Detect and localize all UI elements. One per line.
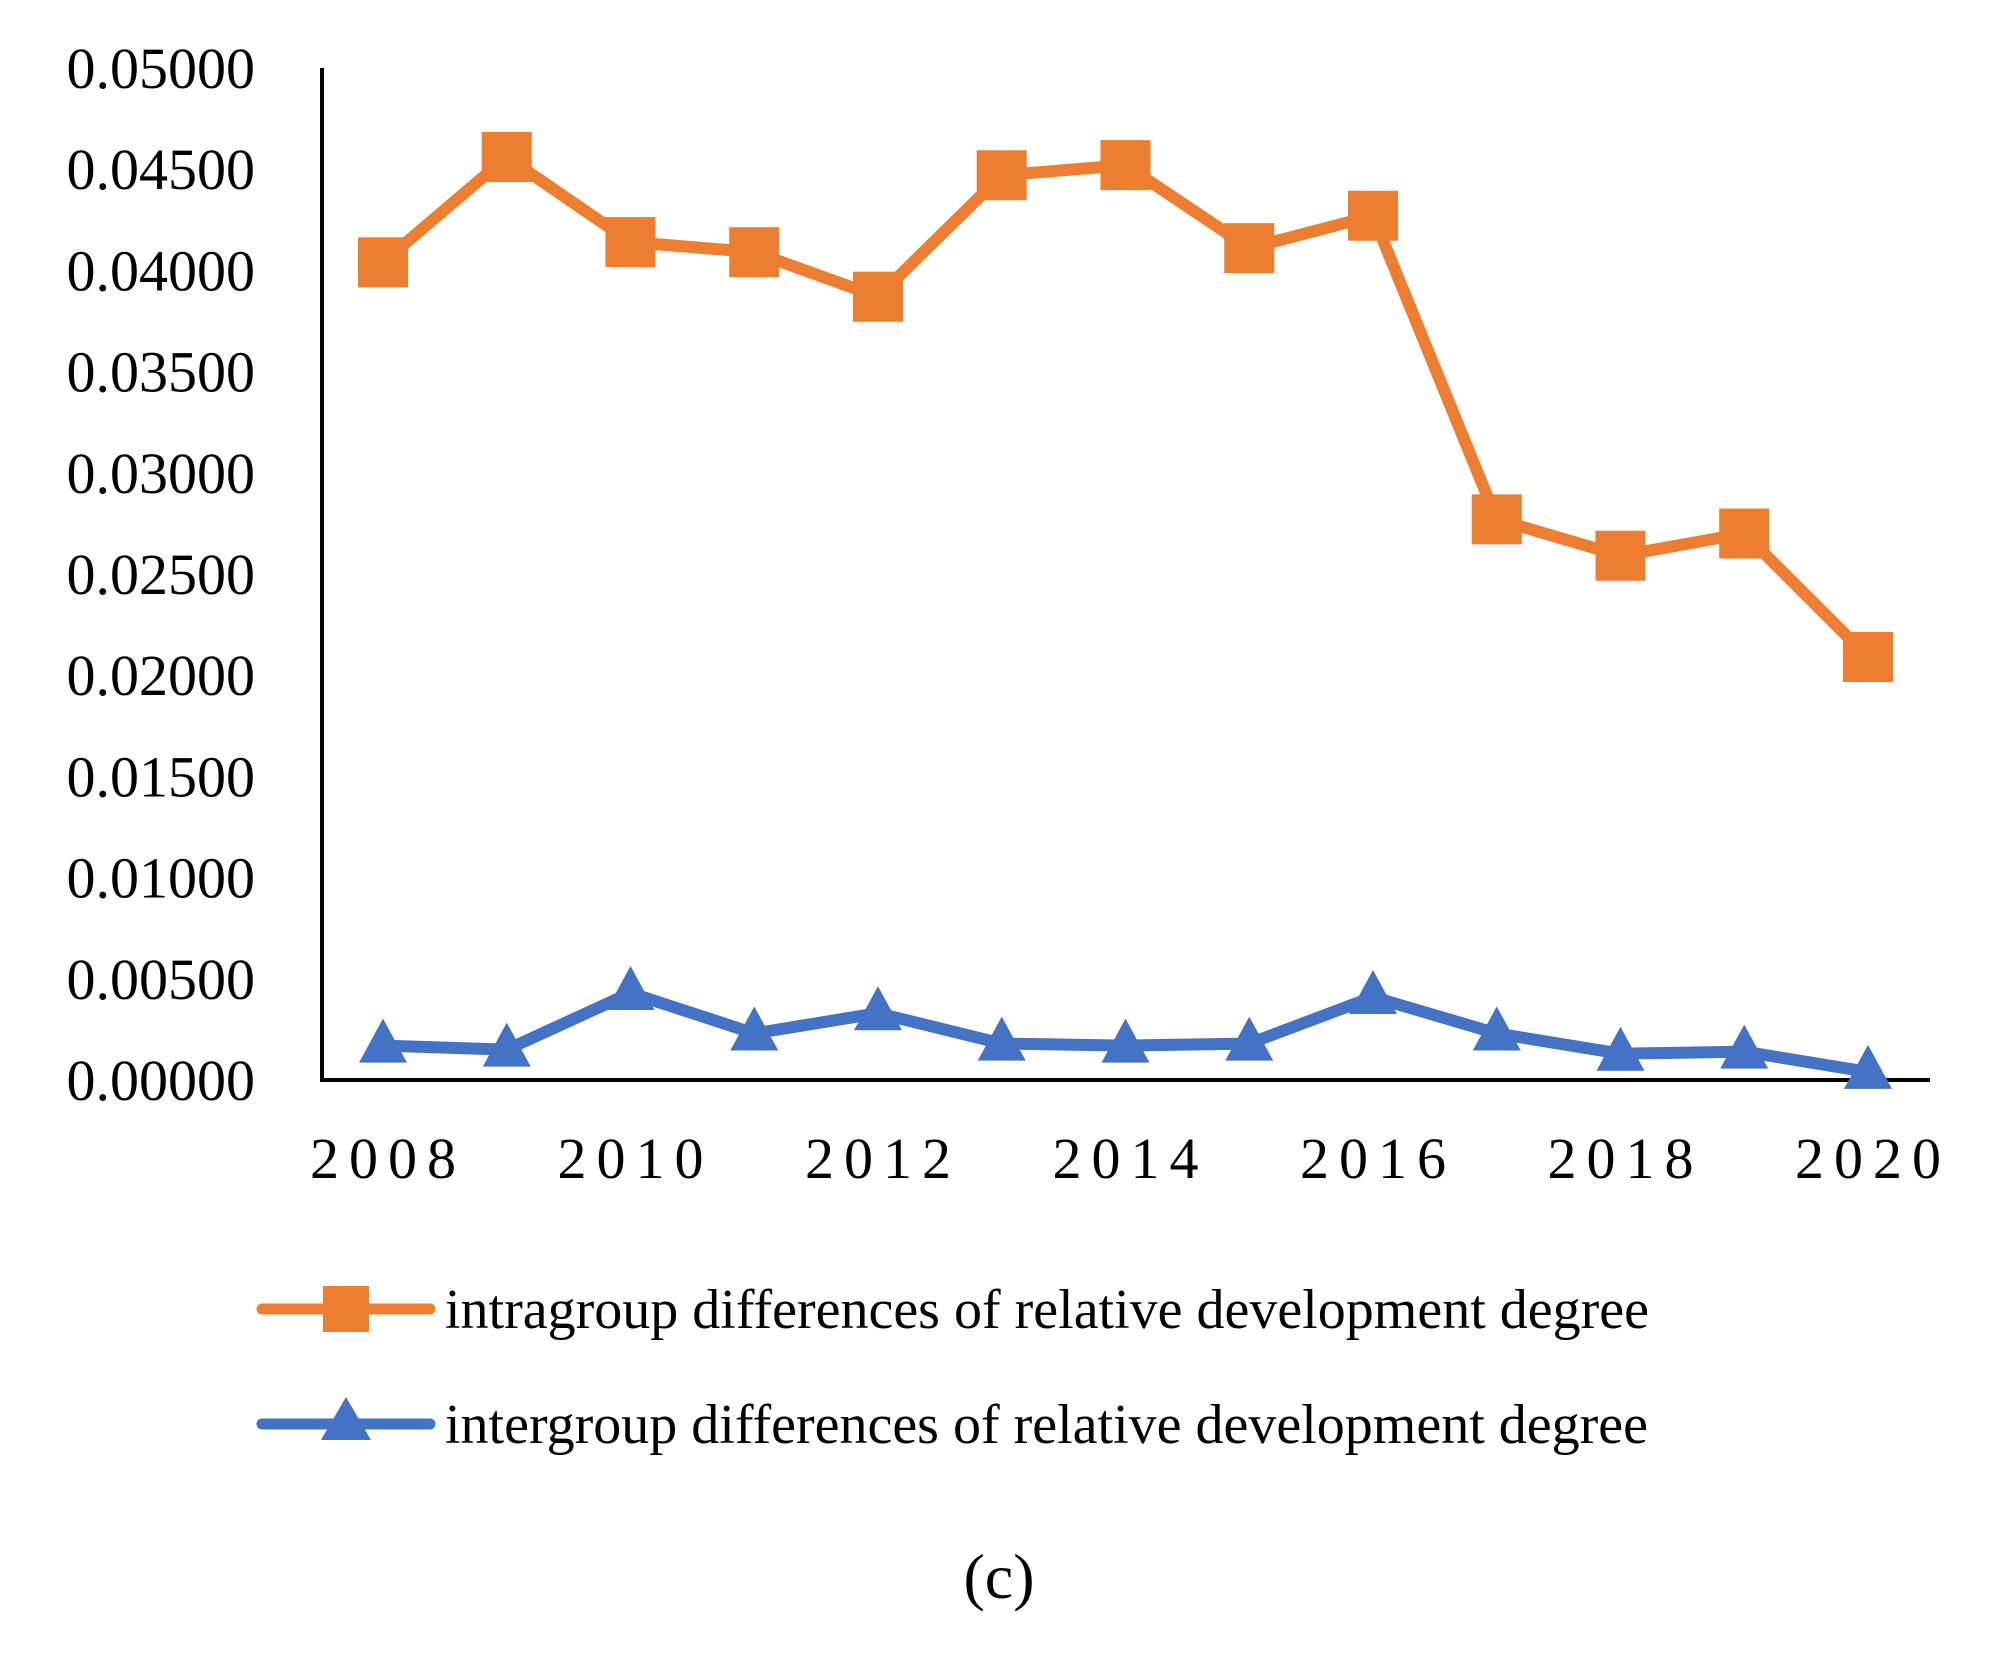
x-tick-label: 2010 xyxy=(558,1126,714,1191)
data-point xyxy=(1471,494,1522,545)
y-axis-tick-labels: 0.00000 0.00500 0.01000 0.01500 0.02000 0.025… xyxy=(67,36,256,1113)
data-point xyxy=(1349,970,1397,1015)
legend-label-intergroup: intergroup differences of relative devel… xyxy=(445,1394,1648,1456)
y-tick-label: 0.01500 xyxy=(67,744,256,809)
y-tick-label: 0.04500 xyxy=(67,137,256,202)
y-tick-label: 0.02500 xyxy=(67,542,256,607)
axes xyxy=(320,68,1930,1082)
data-point xyxy=(359,1018,407,1063)
y-tick-label: 0.01000 xyxy=(67,846,256,911)
y-tick-label: 0.02000 xyxy=(67,643,256,708)
x-axis-tick-labels: 2008 2010 2012 2014 2016 2018 2020 xyxy=(310,1126,1951,1191)
data-point xyxy=(730,1006,779,1051)
data-point xyxy=(729,227,780,278)
data-point xyxy=(1720,1024,1769,1069)
x-tick-label: 2008 xyxy=(310,1126,466,1191)
x-tick-label: 2012 xyxy=(805,1126,961,1191)
data-point xyxy=(1348,190,1398,241)
y-tick-label: 0.00500 xyxy=(67,947,256,1012)
data-point xyxy=(482,1022,531,1067)
data-point xyxy=(1225,1016,1274,1061)
series-intergroup xyxy=(359,965,1892,1089)
legend-item-intragroup: intragroup differences of relative devel… xyxy=(256,1279,1649,1341)
data-point xyxy=(481,132,532,183)
data-point xyxy=(1596,1026,1645,1071)
data-point xyxy=(977,1016,1026,1061)
data-point xyxy=(358,237,408,288)
data-point xyxy=(1472,1006,1521,1051)
data-point xyxy=(976,150,1027,201)
data-point xyxy=(1101,1018,1150,1063)
y-tick-label: 0.05000 xyxy=(67,36,256,101)
legend-swatch-intragroup-marker xyxy=(323,1286,369,1332)
data-point xyxy=(606,965,655,1010)
data-point xyxy=(1844,1044,1892,1089)
legend: intragroup differences of relative devel… xyxy=(256,1279,1649,1456)
data-point xyxy=(1719,508,1770,559)
data-point xyxy=(1224,223,1275,274)
legend-item-intergroup: intergroup differences of relative devel… xyxy=(256,1394,1648,1456)
legend-swatch-intergroup-marker xyxy=(321,1397,371,1440)
y-tick-label: 0.00000 xyxy=(67,1048,256,1113)
data-point xyxy=(853,271,903,322)
data-point xyxy=(1843,631,1893,682)
data-point xyxy=(1595,530,1646,581)
legend-label-intragroup: intragroup differences of relative devel… xyxy=(445,1279,1649,1341)
x-tick-label: 2016 xyxy=(1300,1126,1456,1191)
y-tick-label: 0.04000 xyxy=(67,238,256,303)
data-point xyxy=(605,217,656,268)
x-tick-label: 2020 xyxy=(1795,1126,1951,1191)
x-tick-label: 2014 xyxy=(1053,1126,1209,1191)
series-intragroup xyxy=(358,132,1893,682)
y-tick-label: 0.03000 xyxy=(67,441,256,506)
series-layer xyxy=(358,132,1893,1089)
data-point xyxy=(854,986,902,1031)
data-point xyxy=(1100,140,1151,191)
y-tick-label: 0.03500 xyxy=(67,340,256,405)
panel-label: (c) xyxy=(963,1541,1034,1612)
x-tick-label: 2018 xyxy=(1548,1126,1704,1191)
